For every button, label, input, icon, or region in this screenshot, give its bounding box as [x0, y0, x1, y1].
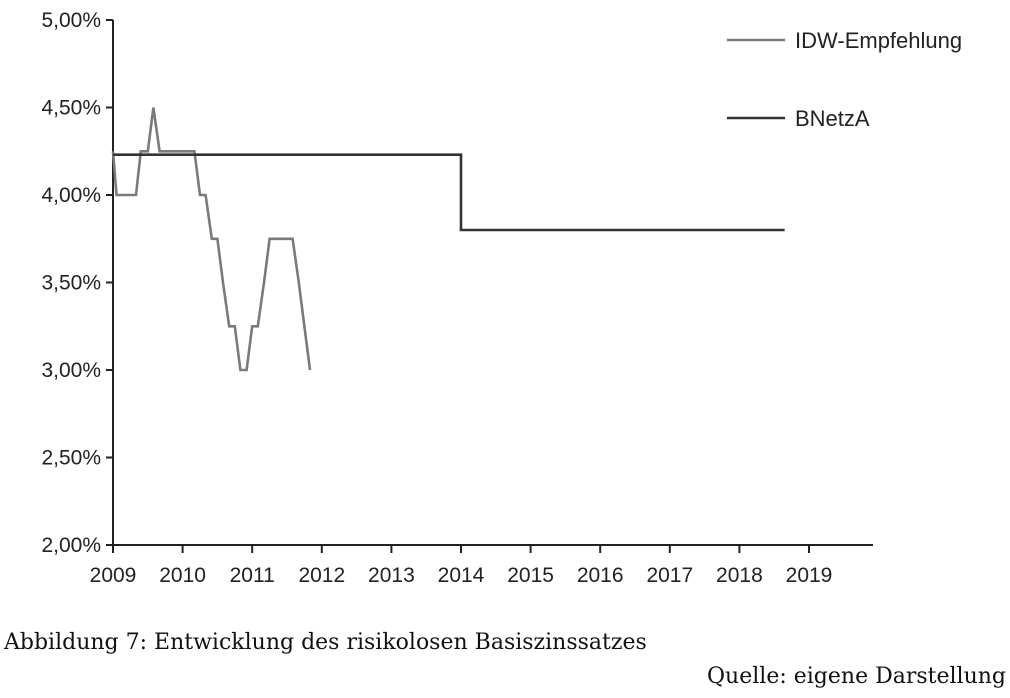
x-tick-label: 2015: [507, 564, 554, 587]
x-tick-label: 2018: [716, 564, 763, 587]
legend-label-bnetza: BNetzA: [795, 106, 870, 131]
x-tick-label: 2012: [298, 564, 345, 587]
x-tick-label: 2019: [786, 564, 833, 587]
figure-source: Quelle: eigene Darstellung: [707, 664, 1006, 689]
x-tick-label: 2017: [646, 564, 693, 587]
legend: IDW-Empfehlung BNetzA: [727, 28, 962, 131]
line-chart: 2,00% 2,50% 3,00% 3,50% 4,00% 4,50% 5,00% 2009 2…: [41, 9, 962, 587]
legend-label-idw-empfehlung: IDW-Empfehlung: [795, 28, 962, 53]
series-line-bnetza: [113, 153, 785, 232]
axes: [112, 20, 873, 546]
figure-caption: Abbildung 7: Entwicklung des risikolosen…: [4, 630, 647, 655]
x-tick-label: 2013: [368, 564, 415, 587]
x-tick-label: 2010: [159, 564, 206, 587]
y-tick-label: 4,00%: [41, 184, 101, 207]
x-tick-label: 2016: [577, 564, 624, 587]
series-layer: [111, 107, 785, 372]
y-tick-label: 3,00%: [41, 359, 101, 382]
y-tick-label: 2,00%: [41, 534, 101, 557]
series-line-idw-empfehlung: [111, 107, 312, 372]
x-tick-label: 2014: [438, 564, 485, 587]
y-tick-label: 3,50%: [41, 272, 101, 295]
y-tick-label: 2,50%: [41, 447, 101, 470]
x-tick-label: 2011: [230, 564, 275, 587]
ticks: 2,00% 2,50% 3,00% 3,50% 4,00% 4,50% 5,00% 2009 2…: [41, 9, 832, 587]
y-tick-label: 5,00%: [41, 9, 101, 32]
x-tick-label: 2009: [90, 564, 137, 587]
y-tick-label: 4,50%: [41, 97, 101, 120]
